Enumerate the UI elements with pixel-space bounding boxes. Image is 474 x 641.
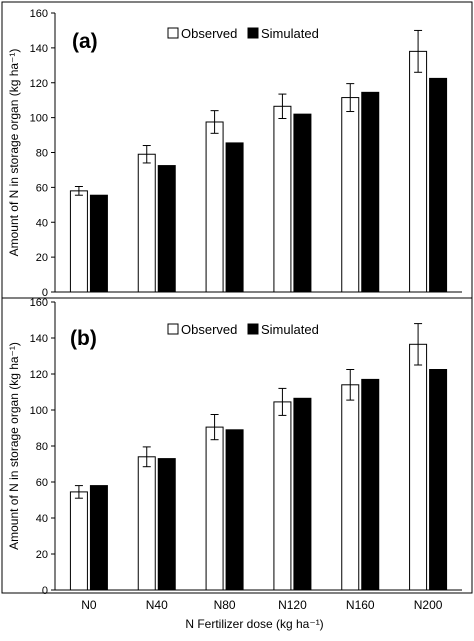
chart-panel-1: 0 20 40 60 80 100 120 140 160 Amount of N in stor… [1,1,473,299]
legend-swatch-simulated [247,27,259,39]
legend-label-observed: Observed [181,26,237,41]
legend-swatch-simulated [247,323,259,335]
bar-simulated-n80 [225,142,244,293]
legend-label-observed: Observed [181,322,237,337]
y-tick-label: 80 [36,441,48,453]
y-tick-label: 100 [30,405,48,417]
legend-label-simulated: Simulated [261,26,319,41]
y-tick-label: 20 [36,252,48,264]
x-axis-title: N Fertilizer dose (kg ha⁻¹) [185,617,323,631]
y-axis-title: Amount of N in storage organ (kg ha⁻¹) [7,342,21,550]
bar-observed-n160 [341,384,360,591]
bar-observed-n0 [69,491,88,591]
bar-observed-n160 [341,97,360,293]
x-tick-label: N200 [414,598,443,612]
y-tick-label: 20 [36,549,48,561]
bar-simulated-n0 [89,194,108,293]
legend-swatch-observed [167,323,179,335]
bar-simulated-n40 [157,458,176,591]
bar-simulated-n0 [89,485,108,591]
bar-observed-n40 [137,153,156,293]
y-tick-label: 120 [30,369,48,381]
y-tick-label: 100 [30,113,48,125]
bar-observed-n200 [409,343,428,591]
x-tick-label: N120 [278,598,307,612]
x-tick-label: N80 [214,598,236,612]
legend-label-simulated: Simulated [261,322,319,337]
y-tick-label: 0 [42,585,48,597]
bar-simulated-n40 [157,165,176,293]
panel-frame [1,297,473,594]
bar-observed-n80 [205,121,224,293]
y-tick-label: 120 [30,78,48,90]
chart-panel-2: 0 20 40 60 80 100 120 140 160 Amount of N in stor… [1,297,473,631]
y-tick-label: 40 [36,217,48,229]
bar-simulated-n200 [429,77,448,293]
bar-simulated-n200 [429,369,448,591]
panel-label: (a) [72,30,98,53]
panel-label: (b) [70,327,97,350]
legend-swatch-observed [167,27,179,39]
bar-simulated-n120 [293,397,312,591]
y-tick-label: 140 [30,333,48,345]
legend: Observed Simulated [167,26,319,41]
y-tick-label: 160 [30,8,48,20]
bar-observed-n0 [69,190,88,293]
bar-observed-n120 [273,105,292,293]
bar-simulated-n120 [293,113,312,293]
y-tick-label: 60 [36,182,48,194]
legend: Observed Simulated [167,322,319,337]
x-tick-label: N0 [81,598,97,612]
bar-simulated-n160 [361,91,380,293]
y-tick-label: 80 [36,148,48,160]
y-tick-label: 40 [36,513,48,525]
x-tick-label: N40 [146,598,168,612]
bar-observed-n200 [409,50,428,293]
bar-observed-n80 [205,426,224,591]
bar-observed-n120 [273,401,292,591]
y-tick-label: 0 [42,287,48,299]
y-tick-label: 160 [30,297,48,309]
y-tick-label: 60 [36,477,48,489]
y-axis-title: Amount of N in storage organ (kg ha⁻¹) [7,49,21,257]
bar-simulated-n160 [361,378,380,591]
x-tick-label: N160 [346,598,375,612]
y-tick-label: 140 [30,43,48,55]
bar-simulated-n80 [225,429,244,591]
bar-observed-n40 [137,456,156,591]
